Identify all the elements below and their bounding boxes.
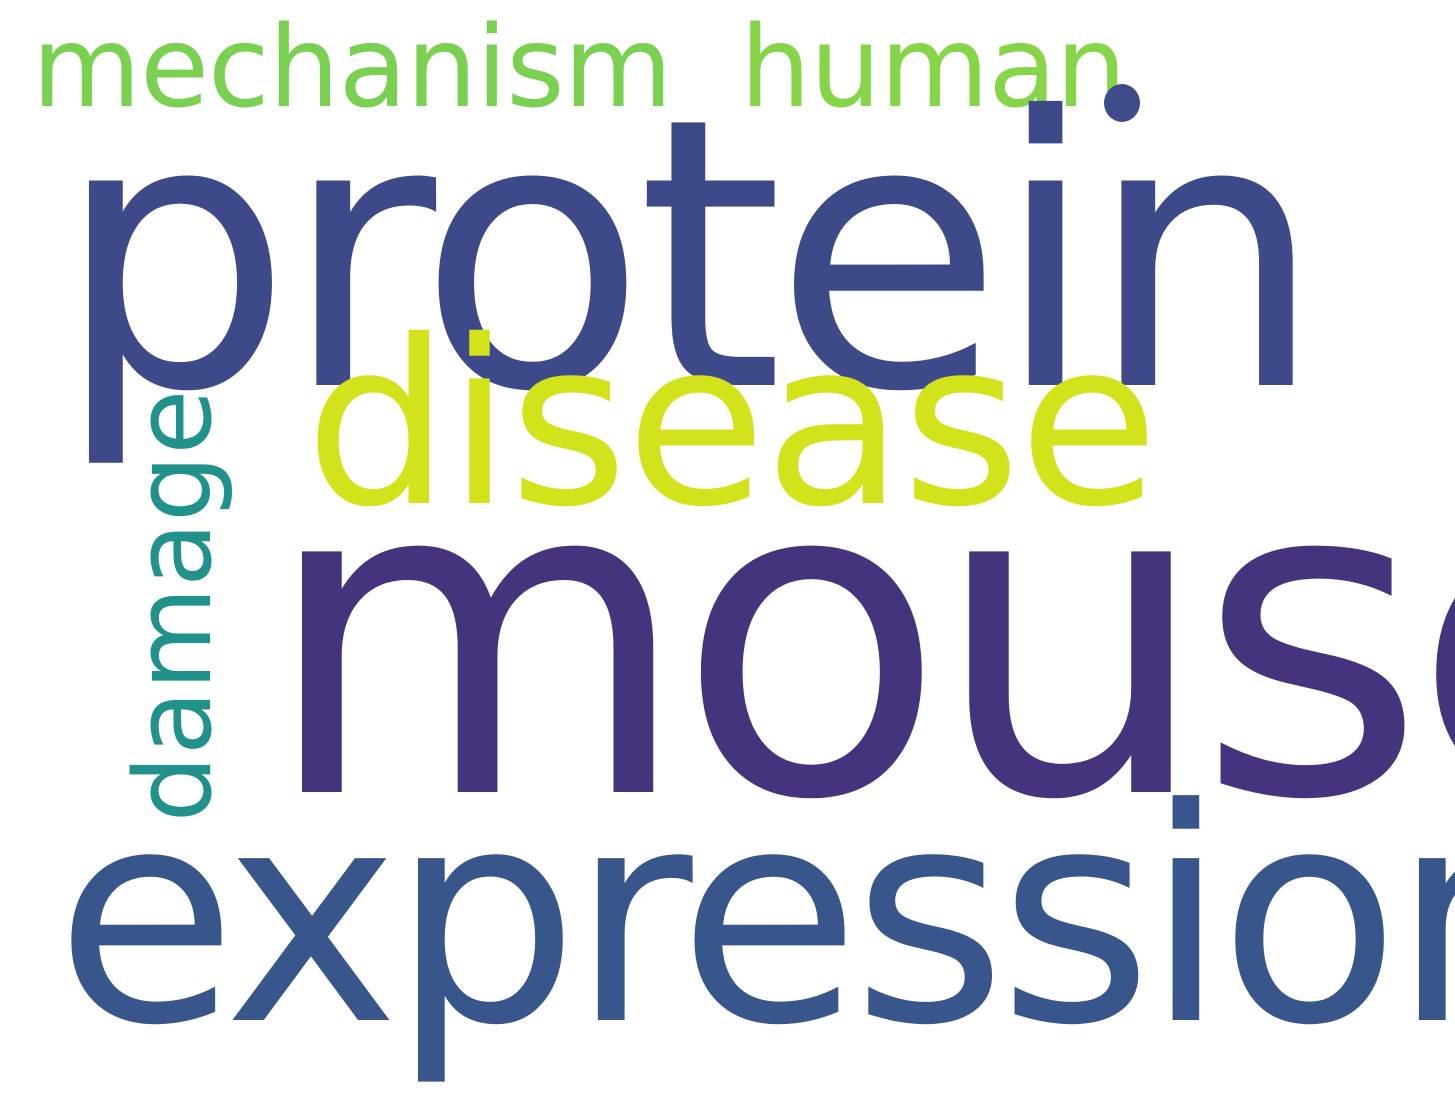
word-disease: disease (305, 291, 1159, 557)
word-mechanism: mechanism (32, 3, 673, 133)
word-protein: protein (55, 39, 1324, 474)
word-human: human (740, 3, 1127, 133)
word-expression: expression (55, 745, 1455, 1090)
word-dot (1104, 84, 1140, 122)
